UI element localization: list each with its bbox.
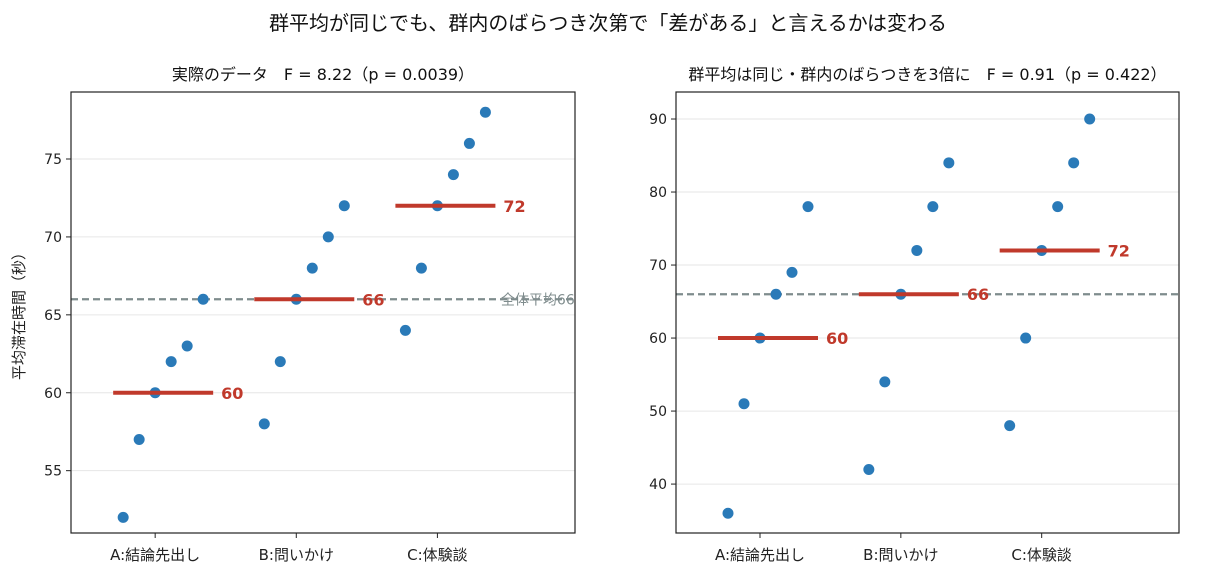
- chart-title: 群平均は同じ・群内のばらつきを3倍に F = 0.91（p = 0.422）: [688, 65, 1166, 84]
- group-mean-label: 66: [362, 290, 384, 309]
- data-point: [802, 201, 814, 213]
- data-point: [879, 376, 891, 388]
- y-axis-label: 平均滞在時間（秒）: [10, 245, 28, 380]
- data-point: [197, 293, 209, 305]
- figure-title: 群平均が同じでも、群内のばらつき次第で「差がある」と言えるかは変わる: [269, 11, 947, 35]
- data-point: [165, 356, 177, 368]
- x-tick-label: B:問いかけ: [259, 546, 334, 564]
- data-point: [1052, 201, 1064, 213]
- data-point: [133, 434, 145, 446]
- y-tick-label: 90: [649, 112, 667, 128]
- y-tick-label: 60: [44, 386, 62, 402]
- data-point: [181, 340, 193, 352]
- group-mean-label: 60: [826, 329, 848, 348]
- data-point: [1004, 420, 1016, 432]
- grand-mean-label: 全体平均66: [501, 291, 575, 308]
- data-point: [1084, 113, 1096, 125]
- data-point: [338, 200, 350, 212]
- data-point: [722, 507, 734, 519]
- data-point: [479, 106, 491, 118]
- data-point: [863, 463, 875, 475]
- plot-frame: [70, 91, 576, 534]
- group-mean-label: 72: [1108, 241, 1130, 260]
- y-tick-label: 65: [44, 308, 62, 324]
- y-tick-label: 55: [44, 464, 62, 480]
- y-tick-label: 60: [649, 331, 667, 347]
- left-chart-panel: 55 60 65 70 75 全体平均66 60 66 72 A:結論先出し B:問いかけ C:体験談…: [10, 65, 576, 564]
- right-chart-panel: 40 50 60 70 80 90 60 66 72 A:結論先出し B:問いかけ C:体験談 群平均は…: [649, 65, 1180, 564]
- data-point: [117, 511, 129, 523]
- chart-title: 実際のデータ F = 8.22（p = 0.0039）: [172, 65, 474, 84]
- y-tick-label: 70: [44, 230, 62, 246]
- data-point: [463, 137, 475, 149]
- group-mean-label: 72: [503, 197, 525, 216]
- data-point: [258, 418, 270, 430]
- y-tick-label: 70: [649, 258, 667, 274]
- data-point: [927, 201, 939, 213]
- x-tick-label: A:結論先出し: [110, 546, 200, 564]
- y-tick-label: 50: [649, 404, 667, 420]
- data-point: [911, 244, 923, 256]
- y-tick-label: 40: [649, 477, 667, 493]
- group-mean-label: 66: [967, 285, 989, 304]
- data-point: [738, 398, 750, 410]
- data-point: [415, 262, 427, 274]
- plot-frame: [675, 91, 1180, 534]
- data-point: [1020, 332, 1032, 344]
- data-point: [447, 169, 459, 181]
- x-tick-label: C:体験談: [1011, 546, 1072, 564]
- data-point: [322, 231, 334, 243]
- data-point: [943, 157, 955, 169]
- x-tick-label: C:体験談: [407, 546, 468, 564]
- data-point: [770, 288, 782, 300]
- data-point: [274, 356, 286, 368]
- y-tick-label: 80: [649, 185, 667, 201]
- y-tick-label: 75: [44, 152, 62, 168]
- group-mean-label: 60: [221, 384, 243, 403]
- x-tick-label: B:問いかけ: [863, 546, 938, 564]
- x-tick-label: A:結論先出し: [715, 546, 805, 564]
- data-point: [399, 324, 411, 336]
- data-point: [306, 262, 318, 274]
- data-point: [786, 266, 798, 278]
- data-point: [1068, 157, 1080, 169]
